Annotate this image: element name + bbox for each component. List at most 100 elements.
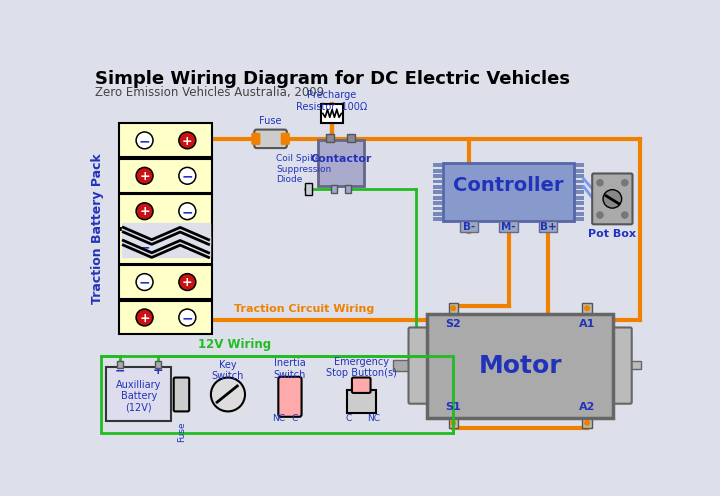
Circle shape	[451, 421, 456, 425]
Circle shape	[136, 132, 153, 149]
Circle shape	[181, 133, 194, 147]
Circle shape	[585, 421, 590, 425]
Text: C: C	[292, 414, 298, 423]
FancyBboxPatch shape	[279, 377, 302, 417]
Circle shape	[179, 274, 196, 291]
Bar	[575, 164, 584, 167]
Text: +: +	[139, 170, 150, 183]
Circle shape	[451, 306, 456, 310]
Circle shape	[585, 306, 590, 310]
Bar	[433, 180, 442, 184]
Bar	[117, 362, 123, 369]
Bar	[449, 418, 458, 429]
FancyBboxPatch shape	[252, 133, 260, 144]
Text: Traction Battery Pack: Traction Battery Pack	[91, 154, 104, 304]
Circle shape	[597, 180, 603, 186]
Bar	[331, 185, 338, 193]
Text: Fuse: Fuse	[259, 116, 282, 126]
Text: A1: A1	[579, 319, 595, 329]
Text: −: −	[181, 311, 193, 325]
Bar	[575, 212, 584, 216]
FancyBboxPatch shape	[120, 124, 212, 157]
Text: C: C	[346, 414, 352, 423]
Text: A2: A2	[579, 402, 595, 412]
Text: Pot Box: Pot Box	[588, 229, 636, 239]
Text: Controller: Controller	[454, 176, 564, 195]
Text: B+: B+	[540, 222, 557, 232]
Circle shape	[138, 169, 151, 183]
Circle shape	[211, 377, 245, 411]
FancyBboxPatch shape	[318, 139, 364, 186]
FancyBboxPatch shape	[305, 183, 312, 195]
Text: −: −	[139, 241, 150, 254]
Text: S1: S1	[445, 402, 461, 412]
FancyBboxPatch shape	[282, 133, 289, 144]
Text: +: +	[139, 312, 150, 325]
FancyBboxPatch shape	[120, 194, 212, 228]
Circle shape	[138, 240, 151, 253]
Bar	[499, 221, 518, 232]
Circle shape	[138, 310, 151, 324]
Circle shape	[179, 238, 196, 255]
Text: Motor: Motor	[478, 354, 562, 377]
FancyBboxPatch shape	[593, 174, 632, 224]
Circle shape	[621, 212, 628, 218]
Bar	[575, 174, 584, 178]
Circle shape	[181, 204, 194, 218]
Bar	[433, 190, 442, 194]
Bar	[575, 180, 584, 184]
Text: NC: NC	[367, 414, 380, 423]
Circle shape	[136, 309, 153, 326]
Text: B-: B-	[463, 222, 475, 232]
Bar	[433, 164, 442, 167]
Text: −: −	[139, 134, 150, 148]
FancyBboxPatch shape	[120, 301, 212, 334]
Text: Coil Spike
Suppression
Diode: Coil Spike Suppression Diode	[276, 154, 331, 185]
Text: +: +	[182, 241, 193, 254]
Circle shape	[179, 309, 196, 326]
Bar	[433, 212, 442, 216]
Text: +: +	[182, 134, 193, 148]
Text: Auxilliary
Battery
(12V): Auxilliary Battery (12V)	[116, 380, 161, 413]
Circle shape	[136, 203, 153, 220]
Bar	[345, 185, 351, 193]
Text: NC: NC	[273, 414, 286, 423]
FancyBboxPatch shape	[120, 265, 212, 299]
Bar	[433, 169, 442, 173]
Bar	[539, 221, 557, 232]
Text: −: −	[181, 205, 193, 219]
Bar	[433, 201, 442, 205]
Bar	[575, 196, 584, 200]
Text: +: +	[182, 276, 193, 289]
Bar	[449, 303, 458, 313]
Circle shape	[181, 240, 194, 253]
Circle shape	[621, 180, 628, 186]
Bar	[433, 185, 442, 189]
Text: Traction Circuit Wiring: Traction Circuit Wiring	[234, 305, 374, 314]
Circle shape	[181, 310, 194, 324]
Circle shape	[136, 167, 153, 184]
Polygon shape	[122, 236, 210, 257]
Bar	[101, 356, 454, 433]
Bar	[433, 207, 442, 210]
Bar	[459, 221, 478, 232]
Bar	[155, 362, 161, 369]
Circle shape	[179, 167, 196, 184]
FancyBboxPatch shape	[408, 327, 428, 404]
Bar	[575, 185, 584, 189]
Bar	[433, 217, 442, 221]
Text: Inertia
Switch: Inertia Switch	[274, 358, 306, 380]
Text: +: +	[139, 205, 150, 218]
Text: S2: S2	[445, 319, 461, 329]
Bar	[575, 217, 584, 221]
Circle shape	[179, 203, 196, 220]
Text: Key
Switch: Key Switch	[212, 360, 244, 381]
Text: M-: M-	[501, 222, 516, 232]
Text: Contactor: Contactor	[310, 154, 372, 164]
Circle shape	[181, 275, 194, 289]
Text: Zero Emission Vehicles Australia, 2009: Zero Emission Vehicles Australia, 2009	[96, 86, 325, 100]
Bar	[575, 201, 584, 205]
Bar	[575, 190, 584, 194]
FancyBboxPatch shape	[120, 230, 212, 263]
Circle shape	[136, 274, 153, 291]
